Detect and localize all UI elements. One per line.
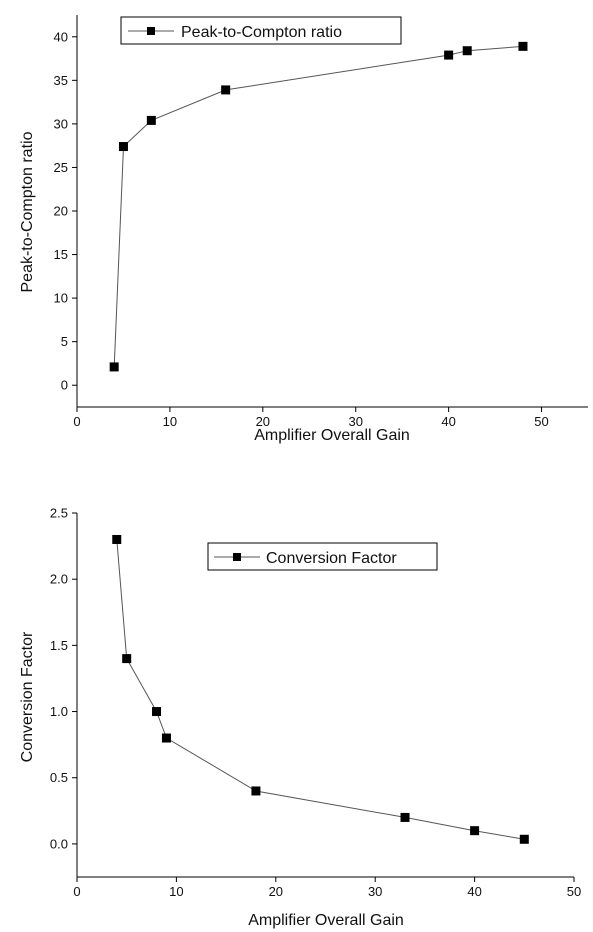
axis-ticks — [72, 512, 575, 882]
y-tick-label: 1.0 — [50, 704, 68, 719]
legend-marker-sample — [233, 553, 241, 561]
x-tick-label: 30 — [368, 884, 382, 899]
data-series — [109, 41, 528, 372]
y-axis-label: Conversion Factor — [19, 631, 36, 762]
x-axis-label: Amplifier Overall Gain — [248, 912, 404, 929]
y-axis-label: Peak-to-Compton ratio — [19, 131, 36, 292]
data-point-marker — [161, 733, 171, 743]
y-tick-label: 2.5 — [50, 506, 68, 521]
y-tick-label: 0.0 — [50, 836, 68, 851]
y-tick-label: 10 — [54, 291, 68, 306]
data-point-marker — [519, 834, 529, 844]
y-tick-label: 5 — [61, 334, 68, 349]
data-point-marker — [122, 654, 132, 664]
data-point-marker — [470, 826, 480, 836]
tick-labels: 0 10 20 30 40 50 0 5 10 15 20 25 30 35 40 — [54, 29, 549, 429]
y-tick-label: 40 — [54, 29, 68, 44]
x-tick-label: 0 — [73, 414, 80, 429]
data-point-marker — [444, 50, 454, 60]
legend: Conversion Factor — [207, 542, 438, 571]
y-tick-label: 35 — [54, 73, 68, 88]
x-tick-label: 20 — [269, 884, 283, 899]
data-point-marker — [518, 41, 528, 51]
x-tick-label: 40 — [467, 884, 481, 899]
x-tick-label: 50 — [567, 884, 581, 899]
x-axis-label: Amplifier Overall Gain — [254, 427, 410, 444]
data-point-marker — [109, 362, 119, 372]
data-point-marker — [146, 115, 156, 125]
x-tick-label: 10 — [163, 414, 177, 429]
legend-label: Conversion Factor — [266, 550, 397, 567]
legend-label: Peak-to-Compton ratio — [181, 24, 342, 41]
y-tick-label: 0 — [61, 378, 68, 393]
x-tick-label: 30 — [348, 414, 362, 429]
series-line — [113, 45, 524, 367]
x-tick-label: 0 — [73, 884, 80, 899]
y-tick-label: 30 — [54, 116, 68, 131]
y-tick-label: 2.0 — [50, 572, 68, 587]
peak-to-compton-chart: 0 10 20 30 40 50 0 5 10 15 20 25 30 35 40 Amplifier Ov… — [19, 15, 588, 444]
axis-ticks — [72, 36, 543, 412]
tick-labels: 0 10 20 30 40 50 0.0 0.5 1.0 1.5 2.0 2.5 — [50, 506, 581, 900]
y-tick-label: 20 — [54, 204, 68, 219]
data-point-marker — [462, 46, 472, 56]
y-tick-label: 15 — [54, 247, 68, 262]
data-point-marker — [221, 85, 231, 95]
x-tick-label: 40 — [441, 414, 455, 429]
y-tick-label: 0.5 — [50, 770, 68, 785]
data-series — [112, 534, 529, 844]
x-tick-label: 20 — [256, 414, 270, 429]
data-point-marker — [112, 534, 122, 544]
data-point-marker — [251, 786, 261, 796]
data-point-marker — [118, 142, 128, 152]
data-point-marker — [400, 812, 410, 822]
x-tick-label: 10 — [169, 884, 183, 899]
legend: Peak-to-Compton ratio — [120, 16, 402, 45]
conversion-factor-chart: 0 10 20 30 40 50 0.0 0.5 1.0 1.5 2.0 2.5 Amplifier … — [19, 506, 581, 930]
y-tick-label: 25 — [54, 160, 68, 175]
data-point-marker — [152, 707, 162, 717]
y-tick-label: 1.5 — [50, 638, 68, 653]
legend-marker-sample — [147, 27, 155, 35]
series-line — [116, 539, 525, 840]
x-tick-label: 50 — [534, 414, 548, 429]
